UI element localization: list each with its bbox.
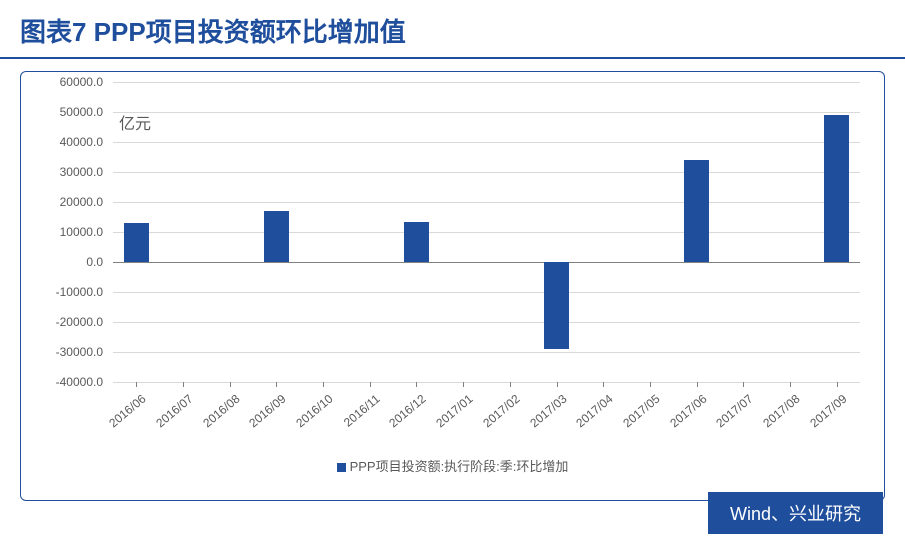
x-tick-label: 2016/09 bbox=[237, 392, 289, 439]
chart-container: 60000.0 50000.0 40000.0 30000.0 20000.0 10000… bbox=[20, 71, 885, 501]
gridline bbox=[113, 82, 860, 83]
source-badge: Wind、兴业研究 bbox=[708, 492, 883, 534]
bar bbox=[544, 262, 570, 349]
y-tick-label: 40000.0 bbox=[60, 135, 103, 149]
x-tick-label: 2016/12 bbox=[377, 392, 429, 439]
bar bbox=[124, 223, 150, 262]
x-tick-mark bbox=[230, 382, 231, 387]
x-tick-label: 2016/06 bbox=[97, 392, 149, 439]
x-tick-label: 2017/01 bbox=[424, 392, 476, 439]
x-tick-mark bbox=[136, 382, 137, 387]
zero-line bbox=[113, 262, 860, 263]
x-tick-mark bbox=[603, 382, 604, 387]
gridline bbox=[113, 292, 860, 293]
plot-area: 60000.050000.040000.030000.020000.010000… bbox=[113, 82, 860, 382]
x-tick-label: 2017/03 bbox=[517, 392, 569, 439]
x-tick-label: 2017/08 bbox=[751, 392, 803, 439]
x-tick-mark bbox=[650, 382, 651, 387]
bar bbox=[404, 222, 430, 263]
x-tick-label: 2017/06 bbox=[657, 392, 709, 439]
unit-label: 亿元 bbox=[119, 110, 151, 134]
gridline bbox=[113, 142, 860, 143]
x-tick-label: 2016/07 bbox=[144, 392, 196, 439]
y-tick-label: 20000.0 bbox=[60, 195, 103, 209]
y-tick-label: 60000.0 bbox=[60, 75, 103, 89]
y-tick-label: 0.0 bbox=[86, 255, 103, 269]
x-tick-mark bbox=[697, 382, 698, 387]
gridline bbox=[113, 232, 860, 233]
y-tick-label: -30000.0 bbox=[56, 345, 103, 359]
x-tick-mark bbox=[837, 382, 838, 387]
gridline bbox=[113, 202, 860, 203]
gridline bbox=[113, 112, 860, 113]
y-tick-label: -10000.0 bbox=[56, 285, 103, 299]
x-tick-label: 2017/02 bbox=[470, 392, 522, 439]
x-tick-mark bbox=[416, 382, 417, 387]
x-tick-label: 2017/04 bbox=[564, 392, 616, 439]
x-tick-label: 2016/10 bbox=[284, 392, 336, 439]
chart-title-bar: 图表7 PPP项目投资额环比增加值 bbox=[0, 0, 905, 59]
legend: PPP项目投资额:执行阶段:季:环比增加 bbox=[35, 456, 870, 475]
bar bbox=[824, 115, 850, 262]
chart-title: 图表7 PPP项目投资额环比增加值 bbox=[20, 17, 406, 47]
x-tick-mark bbox=[370, 382, 371, 387]
y-tick-label: 10000.0 bbox=[60, 225, 103, 239]
x-tick-label: 2017/09 bbox=[797, 392, 849, 439]
x-tick-mark bbox=[276, 382, 277, 387]
legend-label: PPP项目投资额:执行阶段:季:环比增加 bbox=[350, 459, 569, 474]
y-tick-label: 30000.0 bbox=[60, 165, 103, 179]
gridline bbox=[113, 172, 860, 173]
x-tick-mark bbox=[323, 382, 324, 387]
x-tick-mark bbox=[790, 382, 791, 387]
x-tick-mark bbox=[743, 382, 744, 387]
y-tick-label: -20000.0 bbox=[56, 315, 103, 329]
x-tick-label: 2016/08 bbox=[190, 392, 242, 439]
y-axis: 60000.050000.040000.030000.020000.010000… bbox=[35, 82, 107, 382]
x-tick-mark bbox=[183, 382, 184, 387]
x-tick-mark bbox=[463, 382, 464, 387]
x-tick-label: 2017/07 bbox=[704, 392, 756, 439]
y-tick-label: -40000.0 bbox=[56, 375, 103, 389]
x-tick-label: 2016/11 bbox=[330, 392, 382, 439]
gridline bbox=[113, 322, 860, 323]
legend-swatch bbox=[337, 463, 346, 472]
x-tick-label: 2017/05 bbox=[611, 392, 663, 439]
x-tick-mark bbox=[510, 382, 511, 387]
x-tick-mark bbox=[557, 382, 558, 387]
source-text: Wind、兴业研究 bbox=[730, 504, 861, 524]
gridline bbox=[113, 352, 860, 353]
bar bbox=[264, 211, 290, 262]
y-tick-label: 50000.0 bbox=[60, 105, 103, 119]
bar bbox=[684, 160, 710, 262]
x-axis: 2016/062016/072016/082016/092016/102016/… bbox=[113, 382, 860, 452]
